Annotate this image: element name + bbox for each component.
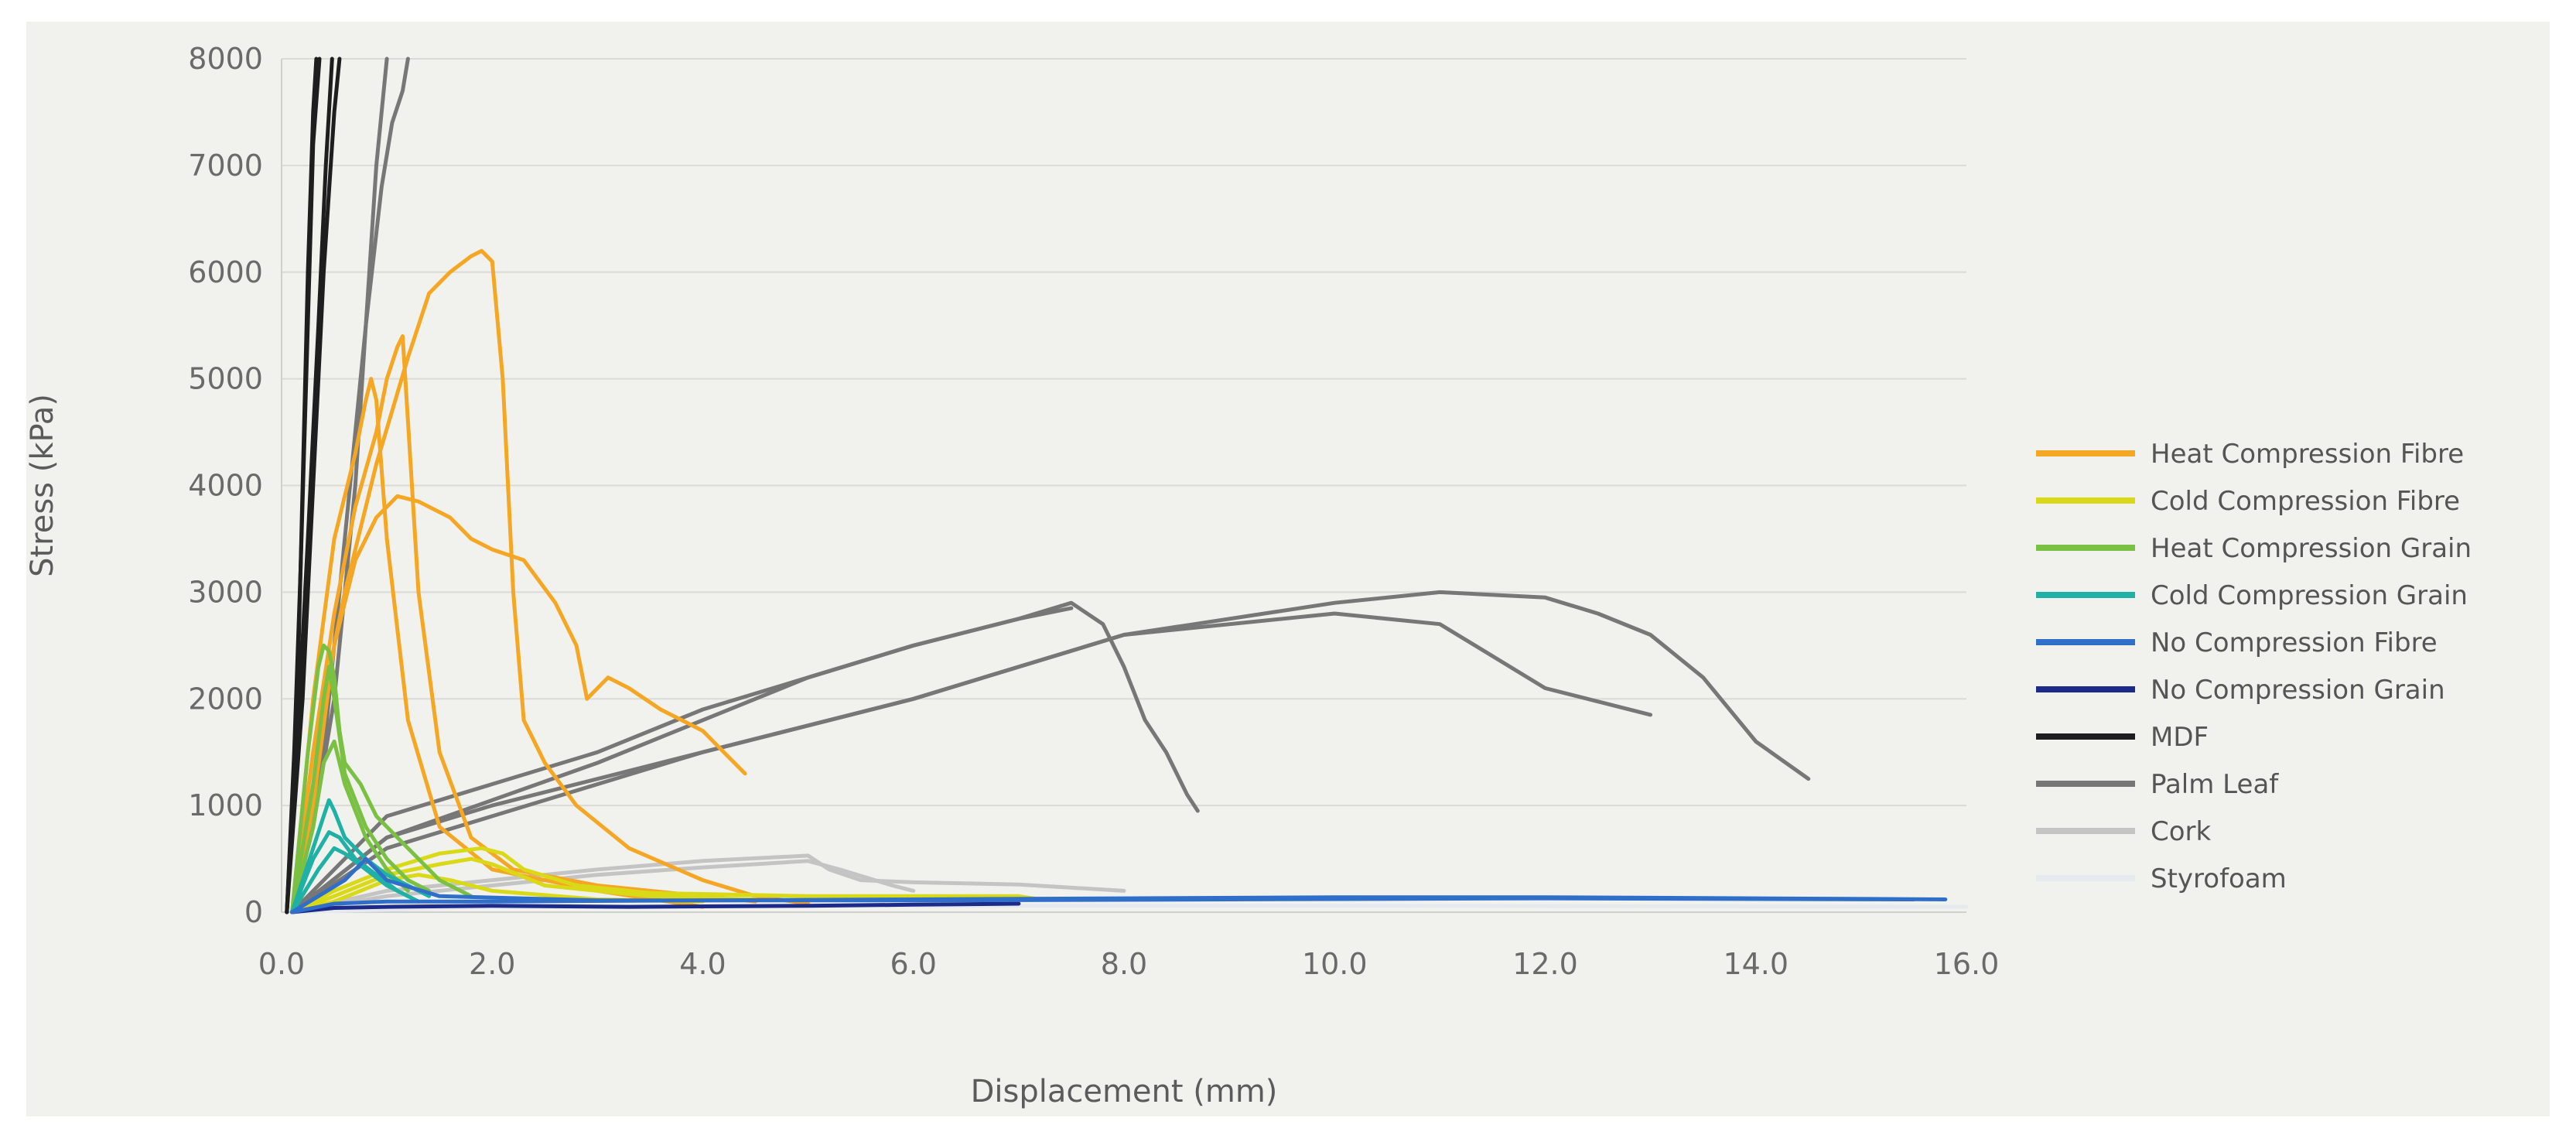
legend-label-cold-compression-grain: Cold Compression Grain bbox=[2151, 580, 2468, 611]
legend-label-heat-compression-fibre: Heat Compression Fibre bbox=[2151, 439, 2464, 470]
x-tick-label: 2.0 bbox=[469, 947, 515, 981]
x-tick-label: 0.0 bbox=[258, 947, 305, 981]
y-tick-label: 5000 bbox=[188, 362, 263, 396]
x-tick-label: 10.0 bbox=[1302, 947, 1368, 981]
series-line-heat-compression-fibre bbox=[290, 494, 747, 914]
legend-label-cork: Cork bbox=[2151, 816, 2212, 847]
series-line-cold-compression-grain bbox=[290, 798, 432, 914]
plot-area bbox=[285, 56, 1969, 914]
legend-label-mdf: MDF bbox=[2151, 722, 2209, 753]
y-tick-label: 3000 bbox=[188, 575, 263, 609]
legend-label-no-compression-grain: No Compression Grain bbox=[2151, 675, 2445, 706]
y-tick-label: 8000 bbox=[188, 42, 263, 76]
series-line-cold-compression-grain bbox=[290, 846, 410, 914]
x-tick-label: 14.0 bbox=[1723, 947, 1789, 981]
y-tick-label: 6000 bbox=[188, 255, 263, 289]
series-line-mdf bbox=[285, 56, 342, 914]
series-line-no-compression-fibre bbox=[290, 856, 1916, 914]
series-line-heat-compression-grain bbox=[290, 739, 410, 914]
y-axis-title: Stress (kPa) bbox=[26, 394, 60, 577]
series-line-cold-compression-fibre bbox=[290, 856, 758, 914]
x-axis-title: Displacement (mm) bbox=[971, 1074, 1278, 1109]
y-tick-label: 4000 bbox=[188, 469, 263, 503]
series-line-heat-compression-fibre bbox=[290, 248, 811, 914]
y-tick-labels: 0 1000 2000 3000 4000 5000 6000 7000 8000 bbox=[188, 42, 263, 929]
gridlines bbox=[282, 58, 1966, 807]
x-tick-label: 4.0 bbox=[679, 947, 726, 981]
legend-label-palm-leaf: Palm Leaf bbox=[2151, 769, 2279, 800]
x-tick-label: 12.0 bbox=[1512, 947, 1578, 981]
series-line-heat-compression-grain bbox=[290, 665, 432, 914]
legend-label-styrofoam: Styrofoam bbox=[2151, 863, 2287, 894]
legend: Heat Compression Fibre Cold Compression F… bbox=[2036, 439, 2472, 894]
y-tick-label: 2000 bbox=[188, 682, 263, 716]
x-tick-label: 8.0 bbox=[1101, 947, 1147, 981]
series-line-palm-leaf bbox=[290, 56, 410, 914]
stress-displacement-chart: 0 1000 2000 3000 4000 5000 6000 7000 8000 0.0 2.0… bbox=[26, 42, 2472, 1109]
chart-frame: 0 1000 2000 3000 4000 5000 6000 7000 8000 0.0 2.0… bbox=[26, 22, 2550, 1116]
series-line-no-compression-grain bbox=[290, 901, 1021, 914]
y-tick-label: 0 bbox=[244, 895, 263, 929]
legend-label-cold-compression-fibre: Cold Compression Fibre bbox=[2151, 486, 2460, 517]
legend-label-no-compression-fibre: No Compression Fibre bbox=[2151, 627, 2438, 658]
x-tick-label: 6.0 bbox=[890, 947, 937, 981]
series-line-palm-leaf bbox=[290, 600, 1200, 914]
series-line-mdf bbox=[285, 56, 322, 914]
x-tick-label: 16.0 bbox=[1934, 947, 2000, 981]
series-line-palm-leaf bbox=[290, 590, 1811, 914]
y-tick-label: 1000 bbox=[188, 788, 263, 822]
series-line-heat-compression-fibre bbox=[290, 377, 705, 914]
y-tick-label: 7000 bbox=[188, 149, 263, 183]
legend-label-heat-compression-grain: Heat Compression Grain bbox=[2151, 533, 2472, 564]
x-tick-labels: 0.0 2.0 4.0 6.0 8.0 10.0 12.0 14.0 16.0 bbox=[258, 947, 2000, 981]
